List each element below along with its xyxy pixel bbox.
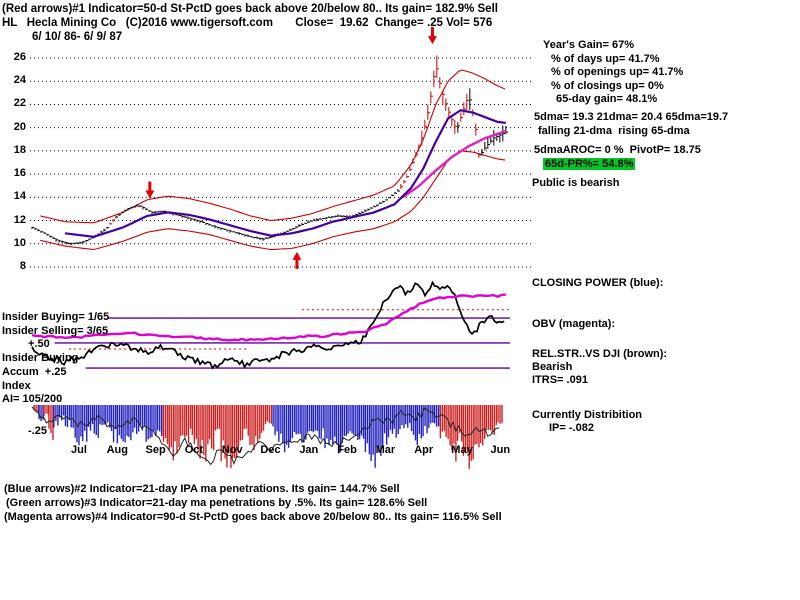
closing-power-label: CLOSING POWER (blue): [532, 277, 664, 289]
price-tick-label: 14 [13, 190, 26, 203]
accum-index-label-2: Accum +.25 [2, 366, 67, 378]
price-tick-label: 24 [13, 74, 26, 87]
scale-minus25: -.25 [28, 425, 47, 437]
relstr-label: REL.STR..VS DJI (brown): [532, 348, 668, 360]
month-label: Jan [299, 444, 319, 456]
price-tick-label: 10 [13, 236, 26, 249]
month-label: Aug [106, 444, 128, 456]
price-tick-label: 22 [13, 97, 26, 110]
price-gridlines [30, 57, 533, 268]
month-label: Feb [337, 444, 357, 456]
relative-strength-line [31, 406, 500, 466]
indicator4-footer: (Magenta arrows)#4 Indicator=90-d St-Pct… [4, 511, 502, 523]
price-tick-label: 16 [13, 167, 26, 180]
price-tick-label: 20 [13, 120, 26, 133]
accum-index-label-3: Index [2, 380, 31, 392]
ma-envelope-bands [40, 69, 506, 251]
indicator2-footer: (Blue arrows)#2 Indicator=21-day IPA ma … [4, 483, 400, 495]
ma-21-line [64, 109, 506, 238]
month-label: Mar [375, 444, 396, 456]
itrs-value: ITRS= .091 [532, 374, 588, 386]
obv-label: OBV (magenta): [532, 318, 616, 330]
indicator1-header: (Red arrows)#1 Indicator=50-d St-PctD go… [2, 3, 498, 15]
insider-buying-count: Insider Buying= 1/65 [2, 311, 110, 323]
pr-percent-line: 65d-PR%= 54.8% [543, 158, 636, 170]
month-label: Jul [71, 444, 87, 456]
obv-line [31, 293, 506, 342]
price-tick-label: 18 [13, 143, 26, 156]
accum-index-label-1: Insider Buying [2, 352, 79, 364]
gain-65day: 65-day gain= 48.1% [556, 93, 658, 105]
ai-value: AI= 105/200 [2, 393, 63, 405]
price-tick-label: 8 [19, 260, 26, 272]
signal-arrows [145, 27, 437, 269]
insider-ref-lines [54, 317, 510, 369]
dma-values: 5dma= 19.3 21dma= 20.4 65dma=19.7 [534, 111, 729, 123]
closing-power-line [31, 280, 505, 370]
years-gain: Year's Gain= 67% [543, 39, 634, 51]
ip-value: IP= -.082 [549, 422, 594, 434]
insider-selling-count: Insider Selling= 3/65 [2, 325, 109, 337]
distribution-status: Currently Distribition [532, 409, 643, 421]
month-label: Jun [490, 444, 511, 456]
month-label: Oct [184, 444, 204, 456]
dma-trend: falling 21-dma rising 65-dma [538, 125, 690, 137]
ma-65-line [402, 130, 507, 199]
price-tick-label: 12 [13, 213, 26, 226]
scale-plus50: +.50 [28, 338, 50, 350]
month-label: Dec [260, 444, 281, 456]
accum-histogram [33, 405, 503, 469]
pct-openings-up: % of openings up= 41.7% [551, 66, 684, 78]
aroc-pivot: 5dmaAROC= 0 % PivotP= 18.75 [534, 144, 701, 156]
public-sentiment: Public is bearish [532, 177, 620, 189]
month-label: Sep [145, 444, 166, 456]
price-tick-label: 26 [13, 51, 26, 63]
month-label: Apr [414, 444, 434, 456]
pct-closings-up: % of closings up= 0% [551, 80, 664, 92]
price-bars [31, 55, 508, 246]
indicator3-footer: (Green arrows)#3 Indicator=21-day ma pen… [6, 497, 428, 509]
ticker-title-line: HL Hecla Mining Co (C)2016 www.tigersoft… [2, 17, 493, 29]
pct-days-up: % of days up= 41.7% [551, 53, 660, 65]
month-label: May [451, 444, 473, 456]
date-range: 6/ 10/ 86- 6/ 9/ 87 [32, 31, 123, 43]
month-label: Nov [221, 444, 243, 456]
relstr-state: Bearish [532, 361, 573, 373]
